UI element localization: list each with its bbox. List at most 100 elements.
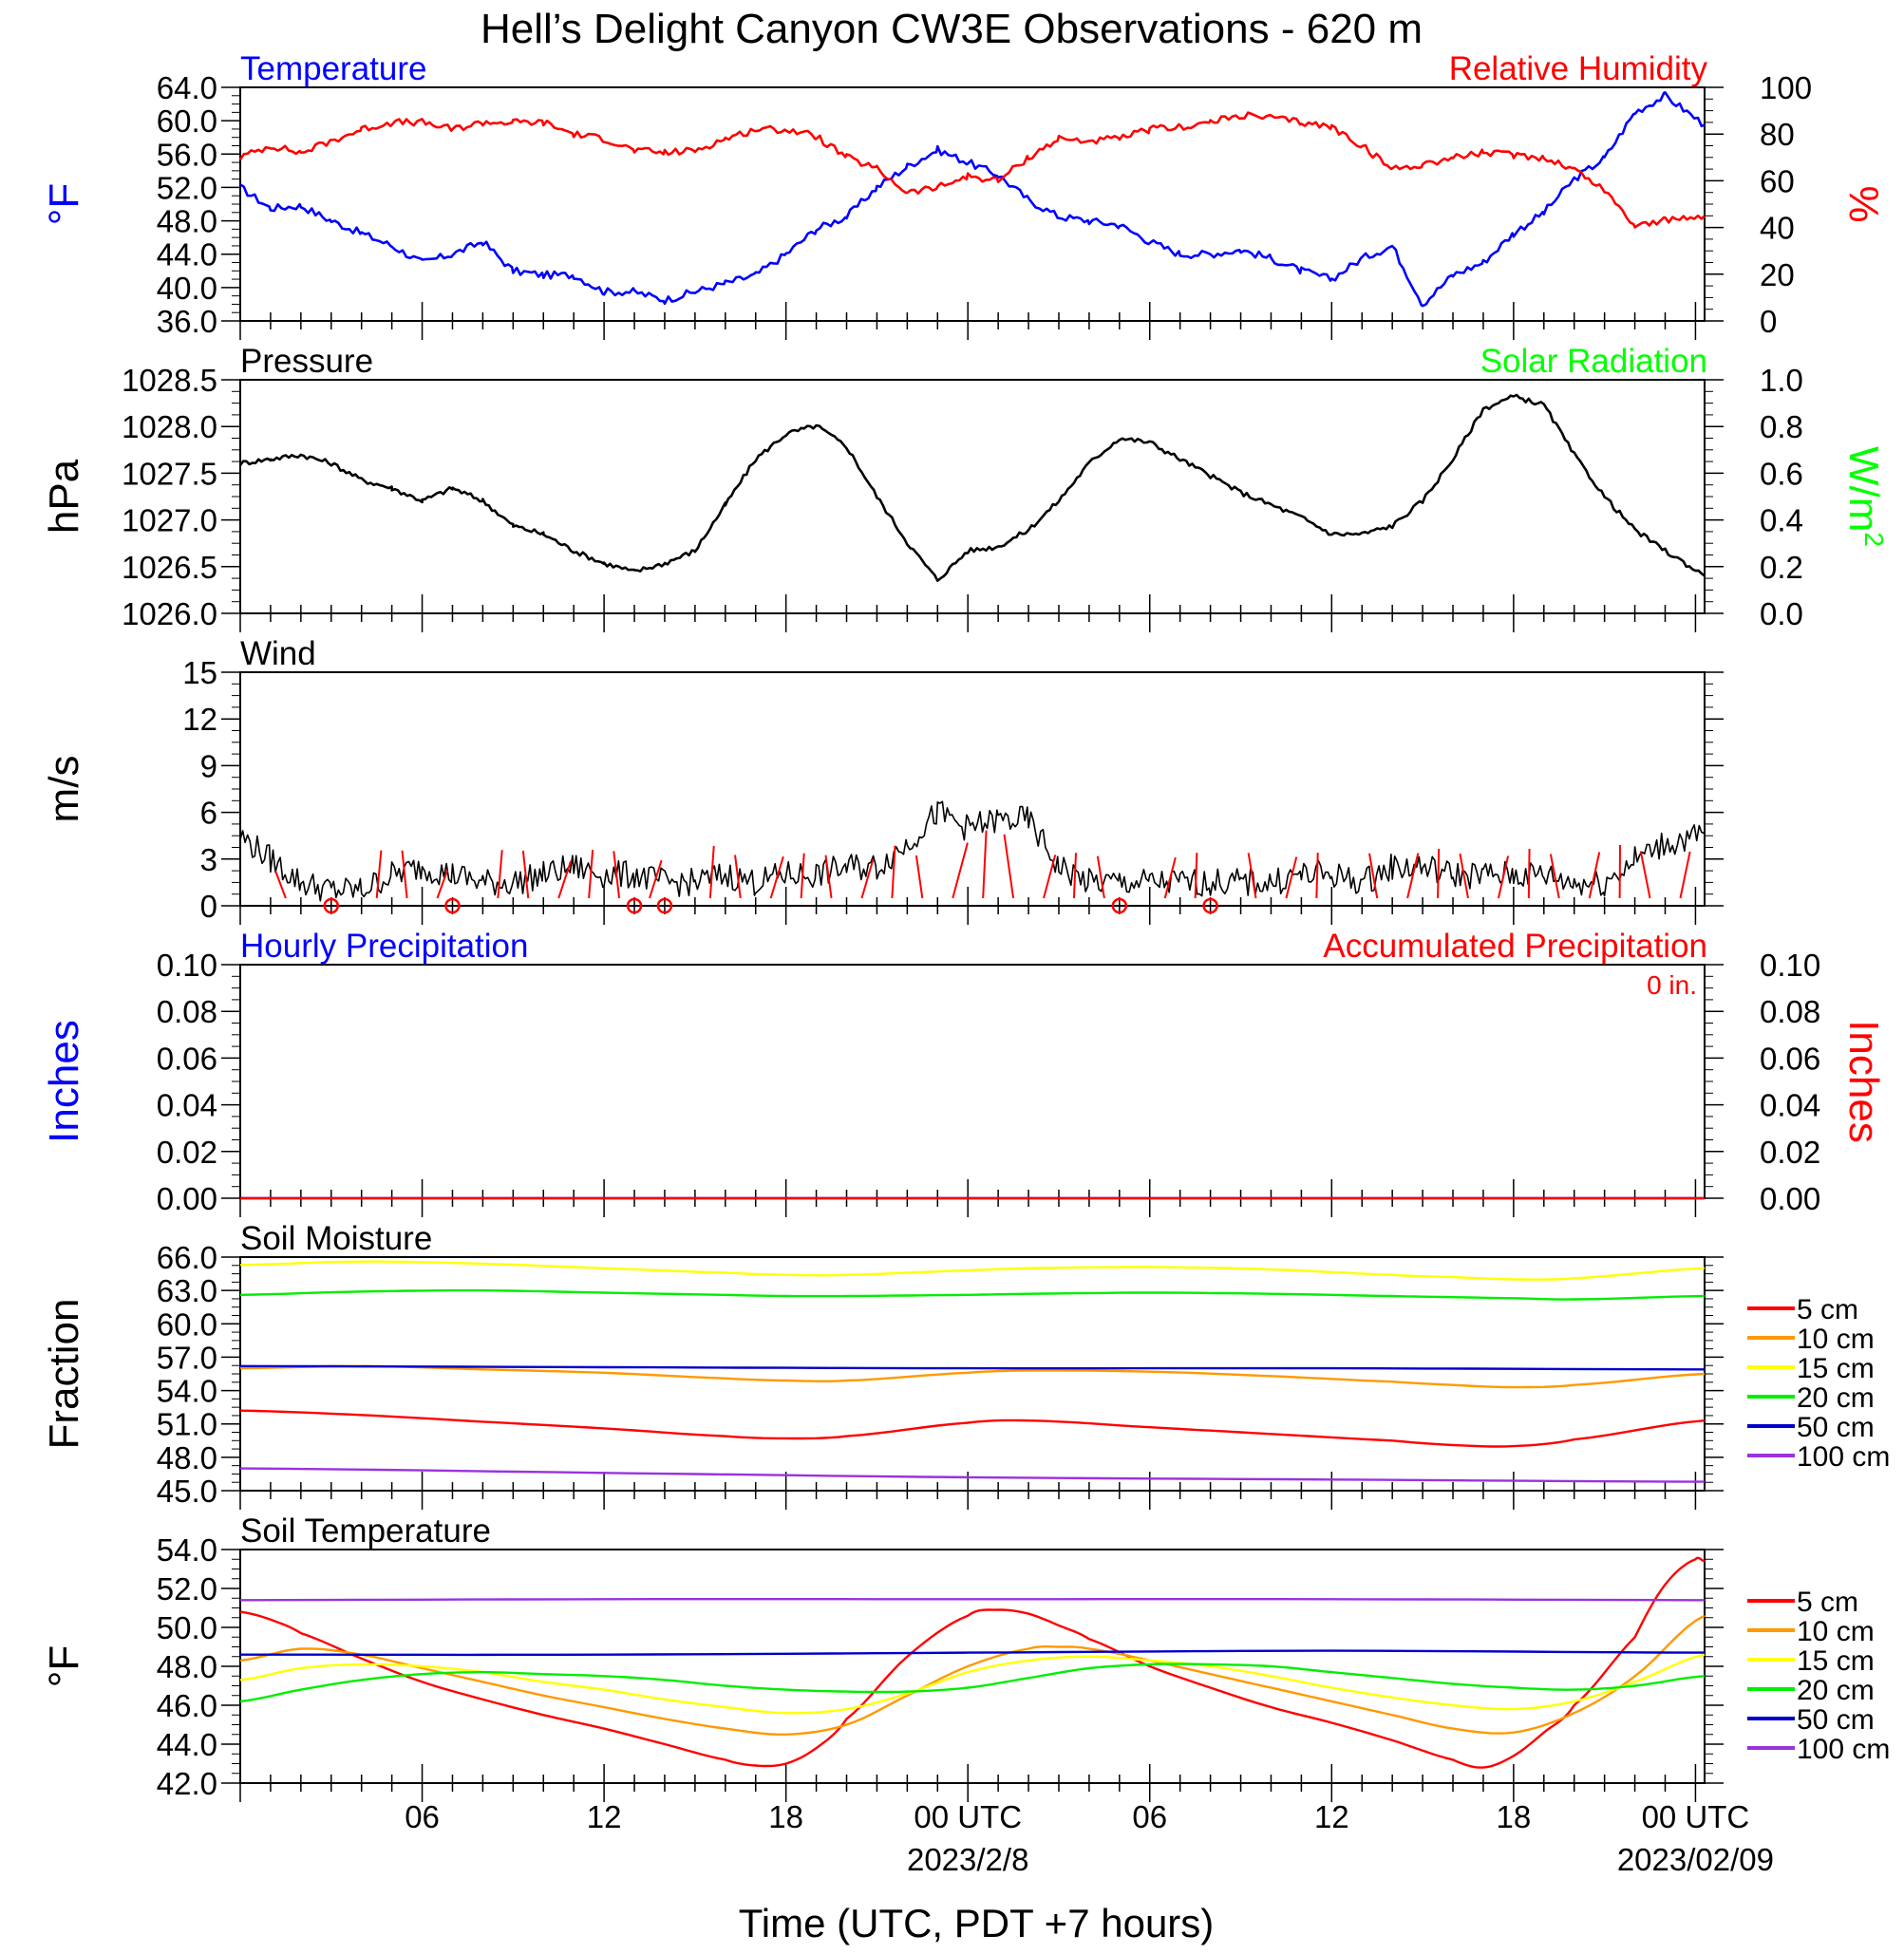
calm-wind-circle <box>323 897 340 914</box>
legend-label: 15 cm <box>1797 1353 1875 1384</box>
y-axis-label-superscript: 2 <box>1859 532 1889 547</box>
y-tick-label-right: 20 <box>1760 257 1795 292</box>
y-tick-label-right: 0.8 <box>1760 409 1803 444</box>
y-tick-label-left: 54.0 <box>157 1532 217 1568</box>
panel-frame <box>239 1549 1706 1784</box>
panel-soil_temperature: 54.052.0 50.0 48.0 46.0 44.0 42.0 Soil Tempera… <box>41 1512 1890 1802</box>
wind-barb <box>521 850 530 899</box>
wind-barb <box>891 845 896 899</box>
panel-title-right: Solar Radiation <box>1480 343 1707 380</box>
y-axis-label-right: W/m2 <box>1840 446 1889 547</box>
panel-title-left: Soil Temperature <box>240 1512 491 1550</box>
wind-barb <box>708 845 715 899</box>
x-date-label: 2023/2/8 <box>907 1842 1028 1877</box>
y-tick-label-left: 60.0 <box>157 103 217 139</box>
precip-total-annotation: 0 in. <box>1647 970 1697 1000</box>
y-tick-label-right: 0.00 <box>1760 1181 1820 1216</box>
y-axis-label-left: Inches <box>41 1020 87 1143</box>
legend-label: 20 cm <box>1797 1382 1875 1414</box>
series-15-cm <box>239 1260 1706 1281</box>
y-tick-label-left: 63.0 <box>157 1273 217 1308</box>
panels: 64.060.056.052.048.044.040.036.010080604… <box>41 50 1890 1802</box>
y-tick-label-left: 66.0 <box>157 1240 217 1275</box>
y-tick-label-left: 48.0 <box>157 1440 217 1475</box>
y-tick-label-left: 46.0 <box>157 1688 217 1723</box>
y-tick-label-left: 1026.0 <box>122 596 217 631</box>
y-tick-label-left: 1027.0 <box>122 503 217 538</box>
y-tick-label-right: 0.08 <box>1760 994 1820 1029</box>
wind-barb <box>1285 856 1298 899</box>
wind-barb <box>588 850 594 899</box>
calm-wind-circle <box>1111 897 1128 914</box>
panel-wind: 15 12 9 6 3 0 Wind m/s <box>41 635 1724 925</box>
wind-barb <box>1497 855 1510 899</box>
y-tick-label-left: 48.0 <box>157 204 217 239</box>
x-tick-label: 00 UTC <box>1642 1799 1750 1834</box>
x-tick-label: 12 <box>1314 1799 1349 1834</box>
legend-label: 20 cm <box>1797 1675 1875 1706</box>
legend-label: 10 cm <box>1797 1324 1875 1355</box>
panel-precip: 0.10 0.08 0.06 0.04 0.02 0.00 0.10 0.08 0.06 0.04… <box>41 928 1887 1217</box>
y-tick-label-right: 0.0 <box>1760 596 1803 631</box>
y-tick-label-right: 0.10 <box>1760 948 1820 983</box>
wind-barb <box>952 842 969 899</box>
time-axis: 06 12 18 00 UTC 06 12 18 00 UTC 2023/2/8 2023/02/… <box>405 1799 1774 1877</box>
wind-barb <box>1527 849 1531 899</box>
x-tick-label: 06 <box>1132 1799 1167 1834</box>
y-tick-label-right: 100 <box>1760 70 1812 105</box>
y-axis-label-left: m/s <box>41 756 87 823</box>
y-tick-label-right: 60 <box>1760 163 1795 198</box>
y-tick-label-left: 3 <box>200 842 217 877</box>
y-tick-label-left: 52.0 <box>157 170 217 205</box>
y-tick-label-right: 0.6 <box>1760 456 1803 491</box>
series-relative-humidity <box>238 111 1706 229</box>
y-axis-label-right: % <box>1840 185 1887 222</box>
wind-barb <box>1368 853 1379 899</box>
wind-barb <box>982 830 988 899</box>
wind-barb <box>1072 853 1077 899</box>
panel-frame <box>239 1256 1706 1492</box>
wind-barb <box>860 858 875 899</box>
y-tick-label-left: 40.0 <box>157 271 217 306</box>
y-tick-label-right: 0.04 <box>1760 1088 1820 1123</box>
y-axis-label-left: °F <box>41 183 87 225</box>
panel-frame <box>239 964 1706 1199</box>
wind-barb <box>436 870 449 899</box>
series-5-cm <box>239 1409 1706 1448</box>
series-10-cm <box>239 1614 1706 1737</box>
wind-barb <box>274 870 287 899</box>
x-tick-label: 18 <box>1497 1799 1532 1834</box>
y-tick-label-left: 50.0 <box>157 1610 217 1645</box>
panel-title-right: Relative Humidity <box>1449 50 1708 87</box>
wind-barb <box>1163 856 1177 899</box>
legend-label: 100 cm <box>1797 1734 1890 1765</box>
panel-title-left: Pressure <box>240 343 373 380</box>
wind-barb <box>1247 853 1257 899</box>
y-tick-label-left: 0.10 <box>157 948 217 983</box>
series-temperature <box>239 91 1706 308</box>
panel-title-right: Accumulated Precipitation <box>1323 928 1707 965</box>
panel-temp_rh: 64.060.056.052.048.044.040.036.0 100 80 60 4… <box>41 50 1887 340</box>
x-tick-label: 00 UTC <box>914 1799 1022 1834</box>
y-tick-label-right: 0.06 <box>1760 1041 1820 1076</box>
y-tick-label-right: 0.02 <box>1760 1135 1820 1170</box>
y-tick-label-left: 64.0 <box>157 70 217 105</box>
wind-barb <box>613 851 621 899</box>
y-tick-label-right: 80 <box>1760 117 1795 152</box>
wind-barb <box>1588 852 1601 899</box>
series-20-cm <box>239 1288 1706 1301</box>
y-tick-label-left: 0.08 <box>157 994 217 1029</box>
calm-wind-circle <box>444 897 461 914</box>
series-100-cm <box>239 1597 1706 1602</box>
y-tick-label-left: 44.0 <box>157 237 217 272</box>
panel-title-left: Wind <box>240 635 316 672</box>
wind-barb <box>734 855 742 899</box>
series-wind <box>239 800 1706 902</box>
series-100-cm <box>239 1467 1706 1483</box>
y-tick-label-left: 0.00 <box>157 1181 217 1216</box>
legend-label: 5 cm <box>1797 1294 1858 1325</box>
wind-barb <box>1437 849 1441 899</box>
series-5-cm <box>239 1556 1706 1769</box>
